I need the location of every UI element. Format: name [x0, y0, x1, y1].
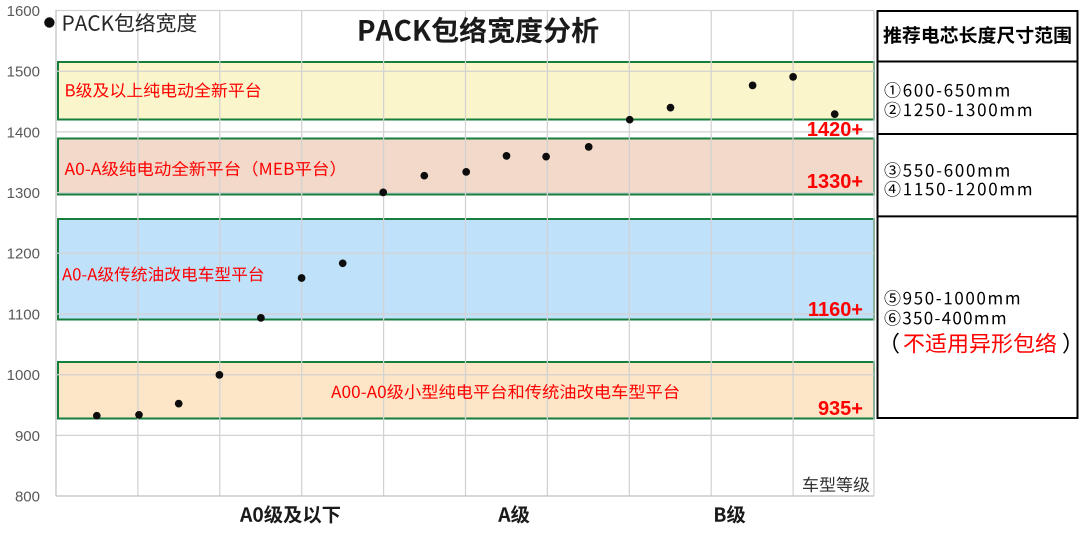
svg-text:900: 900: [15, 428, 40, 445]
svg-text:1000: 1000: [7, 367, 40, 384]
svg-text:1420+: 1420+: [807, 119, 863, 141]
svg-text:1330+: 1330+: [807, 171, 863, 193]
svg-text:935+: 935+: [818, 398, 863, 420]
svg-text:1160+: 1160+: [808, 299, 863, 321]
svg-text:1600: 1600: [7, 3, 40, 20]
svg-text:1500: 1500: [7, 64, 40, 81]
svg-text:1100: 1100: [8, 306, 40, 323]
svg-text:800: 800: [15, 488, 40, 505]
svg-text:1200: 1200: [7, 246, 40, 263]
svg-text:1300: 1300: [7, 185, 40, 202]
svg-text:1400: 1400: [7, 124, 40, 141]
